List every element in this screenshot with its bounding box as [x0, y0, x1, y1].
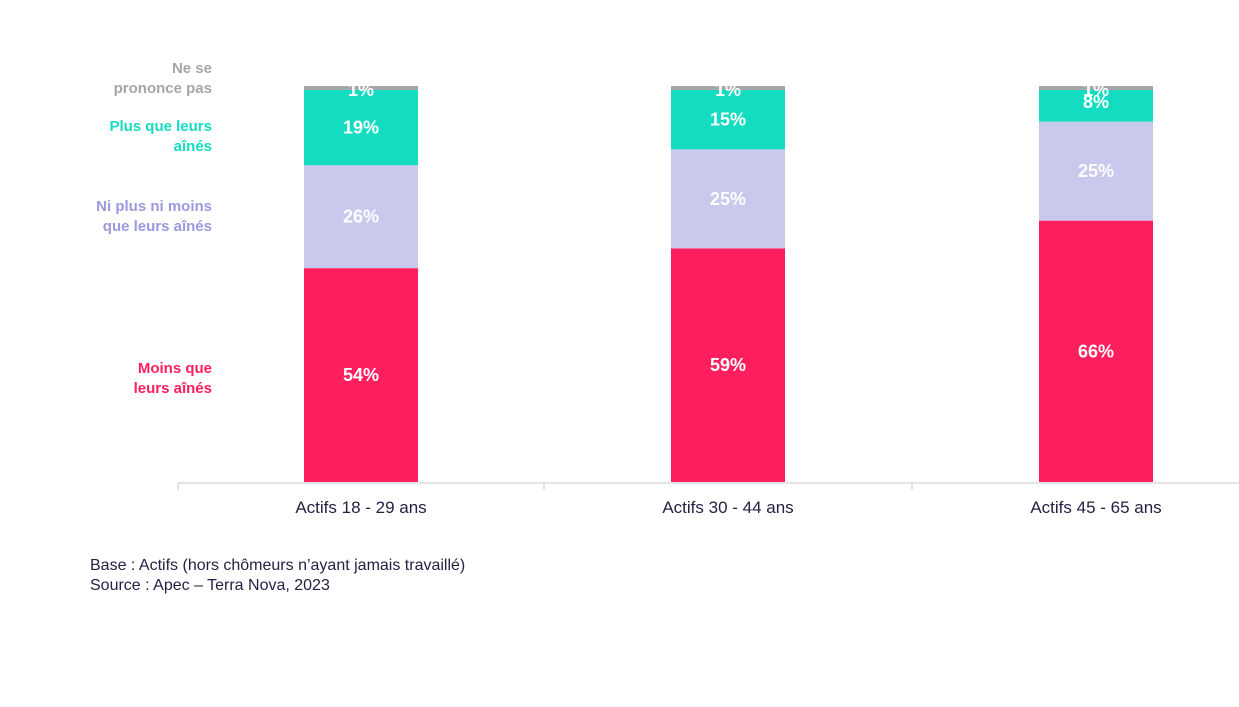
- data-label: 15%: [710, 110, 746, 130]
- data-label: 1%: [1083, 80, 1109, 100]
- data-label: 1%: [348, 80, 374, 100]
- legend-label-plus-que-leurs-aines: Plus que leurs: [109, 118, 212, 135]
- legend-label-plus-que-leurs-aines: aînés: [174, 138, 212, 155]
- x-tick-label: Actifs 18 - 29 ans: [295, 498, 426, 517]
- bar-segment-ni-plus-ni-moins-que-leurs-aines-3: [1039, 121, 1153, 221]
- legend-label-moins-que-leurs-aines: Moins que: [138, 360, 212, 377]
- bar-segment-plus-que-leurs-aines-3: [1039, 89, 1153, 122]
- footer-source: Source : Apec – Terra Nova, 2023: [90, 577, 330, 594]
- legend-label-ni-plus-ni-moins-que-leurs-aines: Ni plus ni moins: [96, 198, 212, 215]
- data-labels-group: 54%26%19%1%59%25%15%1%66%25%8%1%: [343, 80, 1114, 385]
- data-label: 26%: [343, 207, 379, 227]
- bar-segment-ne-se-prononce-pas-1: [304, 86, 418, 90]
- data-label: 66%: [1078, 341, 1114, 361]
- legend-label-ni-plus-ni-moins-que-leurs-aines: que leurs aînés: [103, 218, 212, 235]
- bar-segment-moins-que-leurs-aines-3: [1039, 220, 1153, 482]
- data-label: 25%: [710, 189, 746, 209]
- chart-footer: Base : Actifs (hors chômeurs n’ayant jam…: [90, 556, 465, 596]
- bar-segment-plus-que-leurs-aines-1: [304, 89, 418, 166]
- legend-label-ne-se-prononce-pas: prononce pas: [114, 80, 212, 97]
- bar-segment-ni-plus-ni-moins-que-leurs-aines-1: [304, 165, 418, 269]
- bar-segment-ni-plus-ni-moins-que-leurs-aines-2: [671, 149, 785, 249]
- bar-segment-ne-se-prononce-pas-2: [671, 86, 785, 90]
- data-label: 1%: [715, 80, 741, 100]
- x-tick-label: Actifs 45 - 65 ans: [1030, 498, 1161, 517]
- footer-base: Base : Actifs (hors chômeurs n’ayant jam…: [90, 557, 466, 574]
- bars-group: [304, 86, 1153, 482]
- bar-segment-moins-que-leurs-aines-1: [304, 268, 418, 482]
- data-label: 19%: [343, 118, 379, 138]
- data-label: 54%: [343, 365, 379, 385]
- data-label: 8%: [1083, 92, 1109, 112]
- bar-segment-ne-se-prononce-pas-3: [1039, 86, 1153, 90]
- legend-label-moins-que-leurs-aines: leurs aînés: [134, 380, 212, 397]
- bar-segment-moins-que-leurs-aines-2: [671, 248, 785, 482]
- data-label: 25%: [1078, 161, 1114, 181]
- bar-segment-plus-que-leurs-aines-2: [671, 89, 785, 150]
- legend-label-ne-se-prononce-pas: Ne se: [172, 60, 212, 77]
- data-label: 59%: [710, 355, 746, 375]
- x-tick-label: Actifs 30 - 44 ans: [662, 498, 793, 517]
